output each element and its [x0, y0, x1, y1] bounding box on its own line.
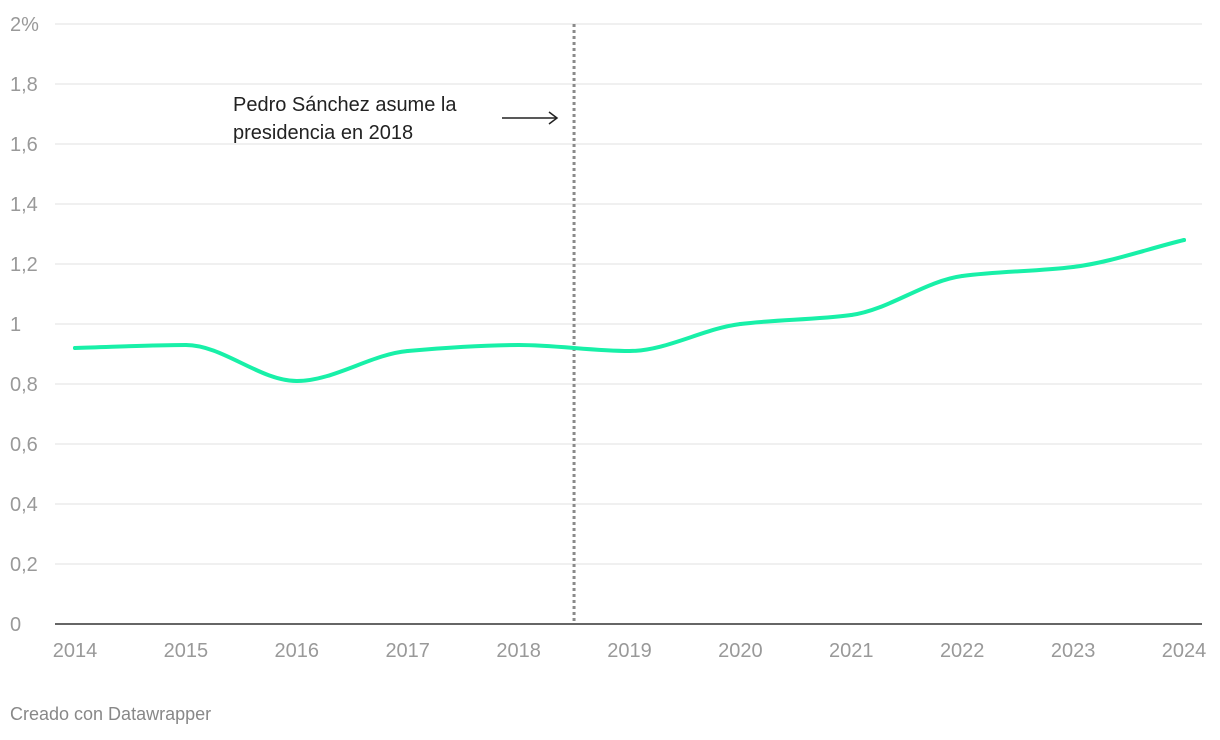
series-group	[73, 238, 1186, 383]
y-tick-label: 2%	[10, 14, 39, 36]
data-point	[294, 379, 299, 383]
data-point	[849, 313, 854, 317]
x-tick-label: 2014	[53, 640, 98, 662]
credit-footer: Creado con Datawrapper	[10, 704, 212, 724]
annotation-text-line-2: presidencia en 2018	[233, 122, 413, 144]
data-point	[738, 322, 743, 326]
y-tick-label: 0,4	[10, 494, 38, 516]
y-axis-ticks: 0 0,2 0,4 0,6 0,8 1 1,2 1,4 1,6 1,8 2%	[10, 14, 39, 636]
x-tick-label: 2024	[1162, 640, 1207, 662]
series-line	[73, 238, 1186, 383]
x-tick-label: 2018	[496, 640, 541, 662]
x-tick-label: 2020	[718, 640, 763, 662]
y-tick-label: 0,2	[10, 554, 38, 576]
annotation-text-line-1: Pedro Sánchez asume la	[233, 94, 457, 116]
y-tick-label: 0	[10, 614, 21, 636]
data-point	[516, 343, 521, 347]
data-point	[627, 349, 632, 353]
y-tick-label: 1,4	[10, 194, 38, 216]
x-tick-label: 2016	[275, 640, 320, 662]
data-point	[183, 343, 188, 347]
x-tick-label: 2021	[829, 640, 874, 662]
annotation-arrowhead	[548, 111, 559, 125]
data-point	[73, 346, 77, 350]
x-axis-ticks: 2014 2015 2016 2017 2018 2019 2020 2021 2022 2023…	[53, 640, 1207, 662]
data-point	[405, 349, 410, 353]
x-tick-label: 2023	[1051, 640, 1096, 662]
y-tick-label: 0,8	[10, 374, 38, 396]
data-point	[1071, 265, 1076, 269]
x-tick-label: 2015	[164, 640, 209, 662]
data-point	[1182, 238, 1186, 242]
y-tick-label: 1,6	[10, 134, 38, 156]
gridlines	[55, 23, 1202, 565]
y-tick-label: 1	[10, 314, 21, 336]
x-tick-label: 2019	[607, 640, 652, 662]
y-tick-label: 1,2	[10, 254, 38, 276]
data-point	[960, 274, 965, 278]
x-tick-label: 2022	[940, 640, 985, 662]
y-tick-label: 0,6	[10, 434, 38, 456]
x-tick-label: 2017	[385, 640, 430, 662]
event-annotation: Pedro Sánchez asume la presidencia en 20…	[233, 94, 559, 144]
y-tick-label: 1,8	[10, 74, 38, 96]
